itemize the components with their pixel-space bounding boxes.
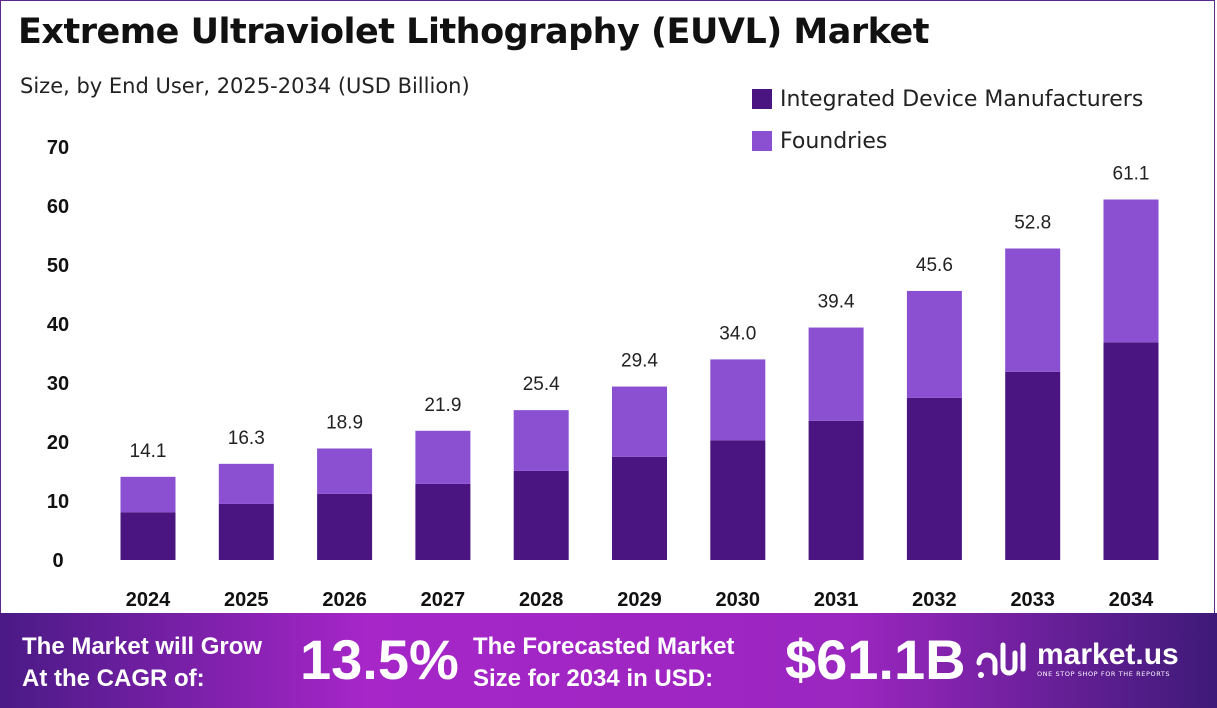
forecast-label-line2: Size for 2034 in USD: <box>473 665 714 692</box>
x-tick-label: 2029 <box>617 589 662 611</box>
y-tick-label: 10 <box>47 491 69 513</box>
data-label-2031: 39.4 <box>818 292 855 313</box>
bar-foundries-2028 <box>513 410 569 471</box>
x-tick-label: 2031 <box>814 589 859 611</box>
y-tick-label: 60 <box>47 196 69 218</box>
cagr-label: The Market will Grow At the CAGR of: <box>22 631 262 695</box>
bar-chart: 01020304050607014.1202416.3202518.920262… <box>47 137 1159 611</box>
bar-foundries-2026 <box>317 448 373 494</box>
legend-swatch-idm <box>752 89 772 109</box>
x-tick-label: 2032 <box>912 589 957 611</box>
bar-foundries-2034 <box>1103 199 1159 343</box>
legend-item-idm: Integrated Device Manufacturers <box>752 78 1143 120</box>
bar-idm-2026 <box>317 493 373 560</box>
y-tick-label: 70 <box>47 137 69 159</box>
legend: Integrated Device Manufacturers Foundrie… <box>752 78 1143 162</box>
legend-label-idm: Integrated Device Manufacturers <box>780 86 1144 112</box>
data-label-2027: 21.9 <box>424 395 461 416</box>
bar-foundries-2024 <box>120 476 176 513</box>
bar-foundries-2031 <box>808 327 864 421</box>
bar-idm-2033 <box>1005 371 1061 560</box>
chart-subtitle: Size, by End User, 2025-2034 (USD Billio… <box>20 74 470 98</box>
y-tick-label: 0 <box>52 550 63 572</box>
y-tick-label: 50 <box>47 255 69 277</box>
data-label-2026: 18.9 <box>326 412 363 433</box>
legend-label-foundries: Foundries <box>780 128 888 154</box>
y-tick-label: 30 <box>47 373 69 395</box>
bar-foundries-2025 <box>218 463 274 504</box>
data-label-2034: 61.1 <box>1113 164 1150 185</box>
market-us-logo: market.us ONE STOP SHOP FOR THE REPORTS <box>975 637 1179 681</box>
footer-banner: The Market will Grow At the CAGR of: 13.5… <box>0 613 1217 708</box>
x-tick-label: 2034 <box>1109 589 1154 611</box>
bar-foundries-2032 <box>906 290 962 398</box>
logo-tagline: ONE STOP SHOP FOR THE REPORTS <box>1037 670 1171 678</box>
data-label-2024: 14.1 <box>130 441 167 462</box>
x-tick-label: 2024 <box>126 589 171 611</box>
x-tick-label: 2028 <box>519 589 564 611</box>
bar-idm-2024 <box>120 512 176 560</box>
forecast-label: The Forecasted Market Size for 2034 in US… <box>473 631 734 695</box>
data-label-2028: 25.4 <box>523 374 560 395</box>
bar-idm-2031 <box>808 420 864 560</box>
bar-idm-2030 <box>710 440 766 560</box>
bar-foundries-2029 <box>612 386 667 457</box>
bar-idm-2032 <box>906 397 962 560</box>
cagr-label-line2: At the CAGR of: <box>22 665 205 692</box>
x-tick-label: 2026 <box>322 589 367 611</box>
bar-idm-2028 <box>513 470 569 560</box>
bar-idm-2034 <box>1103 342 1159 560</box>
legend-swatch-foundries <box>752 131 772 151</box>
logo-name: market.us <box>1037 638 1179 671</box>
forecast-label-line1: The Forecasted Market <box>473 633 735 660</box>
bar-foundries-2033 <box>1005 248 1061 372</box>
chart-title: Extreme Ultraviolet Lithography (EUVL) M… <box>18 12 929 52</box>
logo-icon <box>976 642 1026 678</box>
data-label-2032: 45.6 <box>916 255 953 276</box>
y-tick-label: 20 <box>47 432 69 454</box>
bar-foundries-2027 <box>415 430 471 484</box>
data-label-2029: 29.4 <box>621 351 658 372</box>
cagr-label-line1: The Market will Grow <box>22 633 263 660</box>
cagr-value: 13.5% <box>300 628 459 691</box>
x-tick-label: 2033 <box>1010 589 1055 611</box>
bar-idm-2029 <box>612 456 667 560</box>
y-tick-label: 40 <box>47 314 69 336</box>
data-label-2025: 16.3 <box>228 428 265 449</box>
x-tick-label: 2027 <box>421 589 466 611</box>
legend-item-foundries: Foundries <box>752 120 1143 162</box>
bar-idm-2025 <box>218 503 274 560</box>
forecast-value: $61.1B <box>785 628 966 691</box>
bar-foundries-2030 <box>710 359 766 441</box>
x-tick-label: 2025 <box>224 589 269 611</box>
data-label-2033: 52.8 <box>1014 212 1051 233</box>
bar-idm-2027 <box>415 483 471 560</box>
data-label-2030: 34.0 <box>719 323 756 344</box>
x-tick-label: 2030 <box>716 589 761 611</box>
